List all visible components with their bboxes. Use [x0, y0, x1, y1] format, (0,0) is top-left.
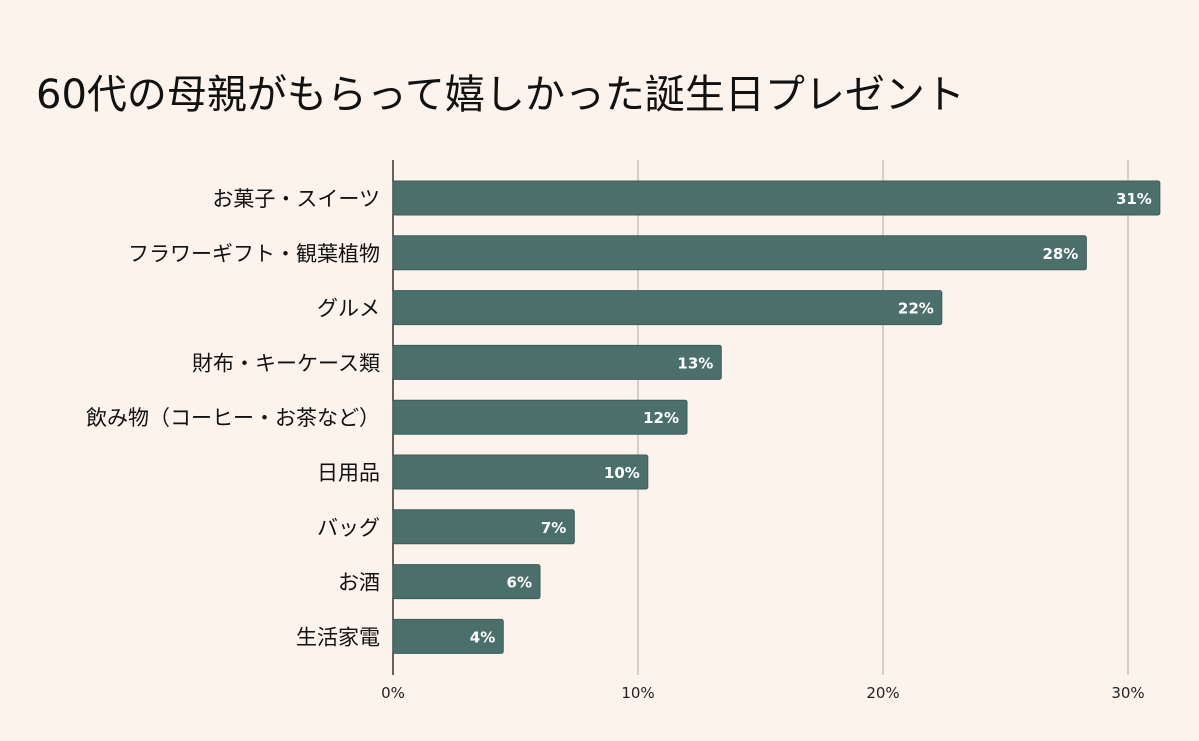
- x-tick-label: 30%: [1111, 684, 1144, 702]
- data-label: 22%: [898, 300, 934, 318]
- x-tick-label: 0%: [381, 684, 405, 702]
- category-label: フラワーギフト・観葉植物: [128, 242, 380, 266]
- category-label: グルメ: [317, 297, 380, 321]
- data-label: 31%: [1116, 190, 1152, 208]
- data-label: 13%: [677, 354, 713, 372]
- category-label: 飲み物（コーヒー・お茶など）: [86, 406, 380, 430]
- bar: [392, 509, 575, 545]
- data-label: 4%: [470, 628, 495, 646]
- chart-title: 60代の母親がもらって嬉しかった誕生日プレゼント: [36, 72, 965, 118]
- category-label: お菓子・スイーツ: [212, 187, 380, 211]
- bar: [392, 180, 1161, 216]
- data-label: 28%: [1042, 245, 1078, 263]
- bar: [392, 290, 943, 326]
- data-label: 12%: [643, 409, 679, 427]
- data-label: 10%: [604, 464, 640, 482]
- bar: [392, 618, 504, 654]
- data-label: 6%: [507, 574, 532, 592]
- bar: [392, 454, 649, 490]
- category-label: お酒: [338, 571, 380, 595]
- category-label: バッグ: [317, 516, 380, 540]
- category-label: 財布・キーケース類: [192, 351, 380, 375]
- bar: [392, 344, 722, 380]
- bar: [392, 564, 541, 600]
- bar: [392, 235, 1087, 271]
- category-label: 生活家電: [296, 625, 380, 649]
- data-label: 7%: [541, 519, 566, 537]
- x-tick-label: 20%: [866, 684, 899, 702]
- bar: [392, 399, 688, 435]
- category-label: 日用品: [317, 461, 380, 485]
- x-tick-label: 10%: [621, 684, 654, 702]
